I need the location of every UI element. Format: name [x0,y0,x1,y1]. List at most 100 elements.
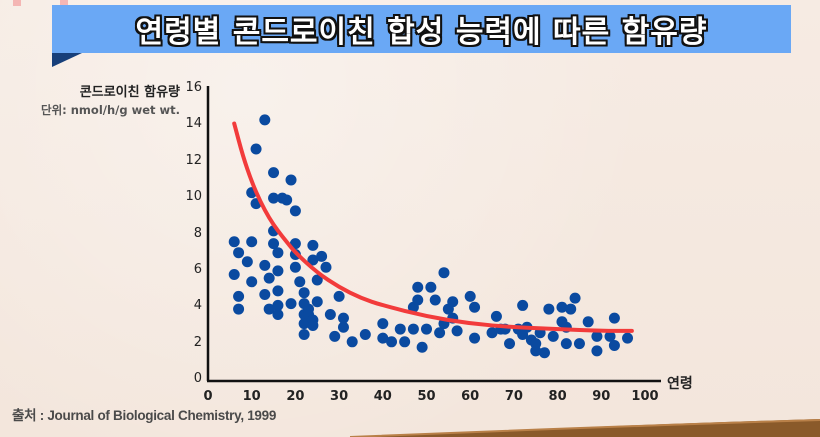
data-point [464,290,476,302]
data-point [246,236,258,248]
data-point [337,312,349,324]
data-point [268,238,280,250]
data-point [307,319,319,331]
data-point [560,338,572,350]
data-point [608,339,620,351]
data-points [228,114,634,359]
data-point [294,276,306,288]
data-point [250,143,262,155]
data-point [556,301,568,313]
x-tick-label: 100 [631,389,659,404]
data-point [504,338,516,350]
data-point [320,261,332,273]
data-point [394,323,406,335]
data-point [438,267,450,279]
data-point [228,236,240,248]
data-point [272,299,284,311]
x-tick-label: 80 [548,389,567,404]
data-point [538,347,550,359]
data-point [272,309,284,321]
title-banner-tail [52,53,82,67]
data-point [268,192,280,204]
data-point [263,272,275,284]
data-point [289,261,301,273]
data-point [490,310,502,322]
data-point [416,341,428,353]
data-point [307,239,319,251]
data-point [447,296,459,308]
x-tick-label: 60 [461,389,480,404]
data-point [346,336,358,348]
data-point [281,194,293,206]
data-point [233,303,245,315]
x-tick-label: 0 [203,389,213,404]
data-point [259,114,271,126]
data-point [311,274,323,286]
x-tick-label: 90 [592,389,611,404]
data-point [337,321,349,333]
data-point [412,294,424,306]
x-tick-label: 40 [373,389,392,404]
source-citation: 출처 : Journal of Biological Chemistry, 19… [12,408,277,423]
chart-title: 연령별 콘드로이친 합성 능력에 따른 함유량 [135,15,708,50]
data-point [241,256,253,268]
data-point [386,336,398,348]
data-point [608,312,620,324]
data-point [425,281,437,293]
trend-curve [232,121,634,333]
data-point [298,318,310,330]
data-point [228,269,240,281]
y-axis-unit: 단위: nmol/h/g wet wt. [40,103,180,117]
data-point [573,338,585,350]
data-point [289,205,301,217]
data-point [307,254,319,266]
data-point [268,167,280,179]
y-tick-label: 4 [193,298,202,314]
data-point [246,276,258,288]
data-point [434,327,446,339]
data-point [530,338,542,350]
data-point [604,330,616,342]
data-point [377,332,389,344]
data-point [591,345,603,357]
data-point [547,330,559,342]
data-point [469,301,481,313]
data-point [324,309,336,321]
data-point [451,325,463,337]
data-point [272,265,284,277]
pin-mark [60,0,68,6]
x-tick-label: 70 [504,389,523,404]
data-point [399,336,411,348]
data-point [259,289,271,301]
data-point [285,174,297,186]
data-point [298,287,310,299]
x-tick-label: 10 [242,389,261,404]
x-tick-label: 50 [417,389,436,404]
data-point [263,303,275,315]
y-tick-label: 6 [193,261,202,277]
data-point [329,330,341,342]
data-point [543,303,555,315]
y-tick-label: 8 [193,225,202,241]
data-point [469,332,481,344]
y-axis-title: 콘드로이친 함유량 [79,85,180,100]
data-point [622,332,634,344]
x-axis-title: 연령 [667,376,693,392]
data-point [591,330,603,342]
data-point [412,281,424,293]
y-tick-label: 2 [193,334,202,350]
data-point [259,259,271,271]
y-tick-label: 12 [185,152,202,168]
wood-edge [349,419,820,437]
data-point [407,323,419,335]
data-point [486,327,498,339]
data-point [233,247,245,259]
data-point [517,299,529,311]
data-point [565,303,577,315]
data-point [377,318,389,330]
data-point [316,250,328,262]
y-tick-label: 10 [185,189,202,205]
data-point [298,329,310,341]
